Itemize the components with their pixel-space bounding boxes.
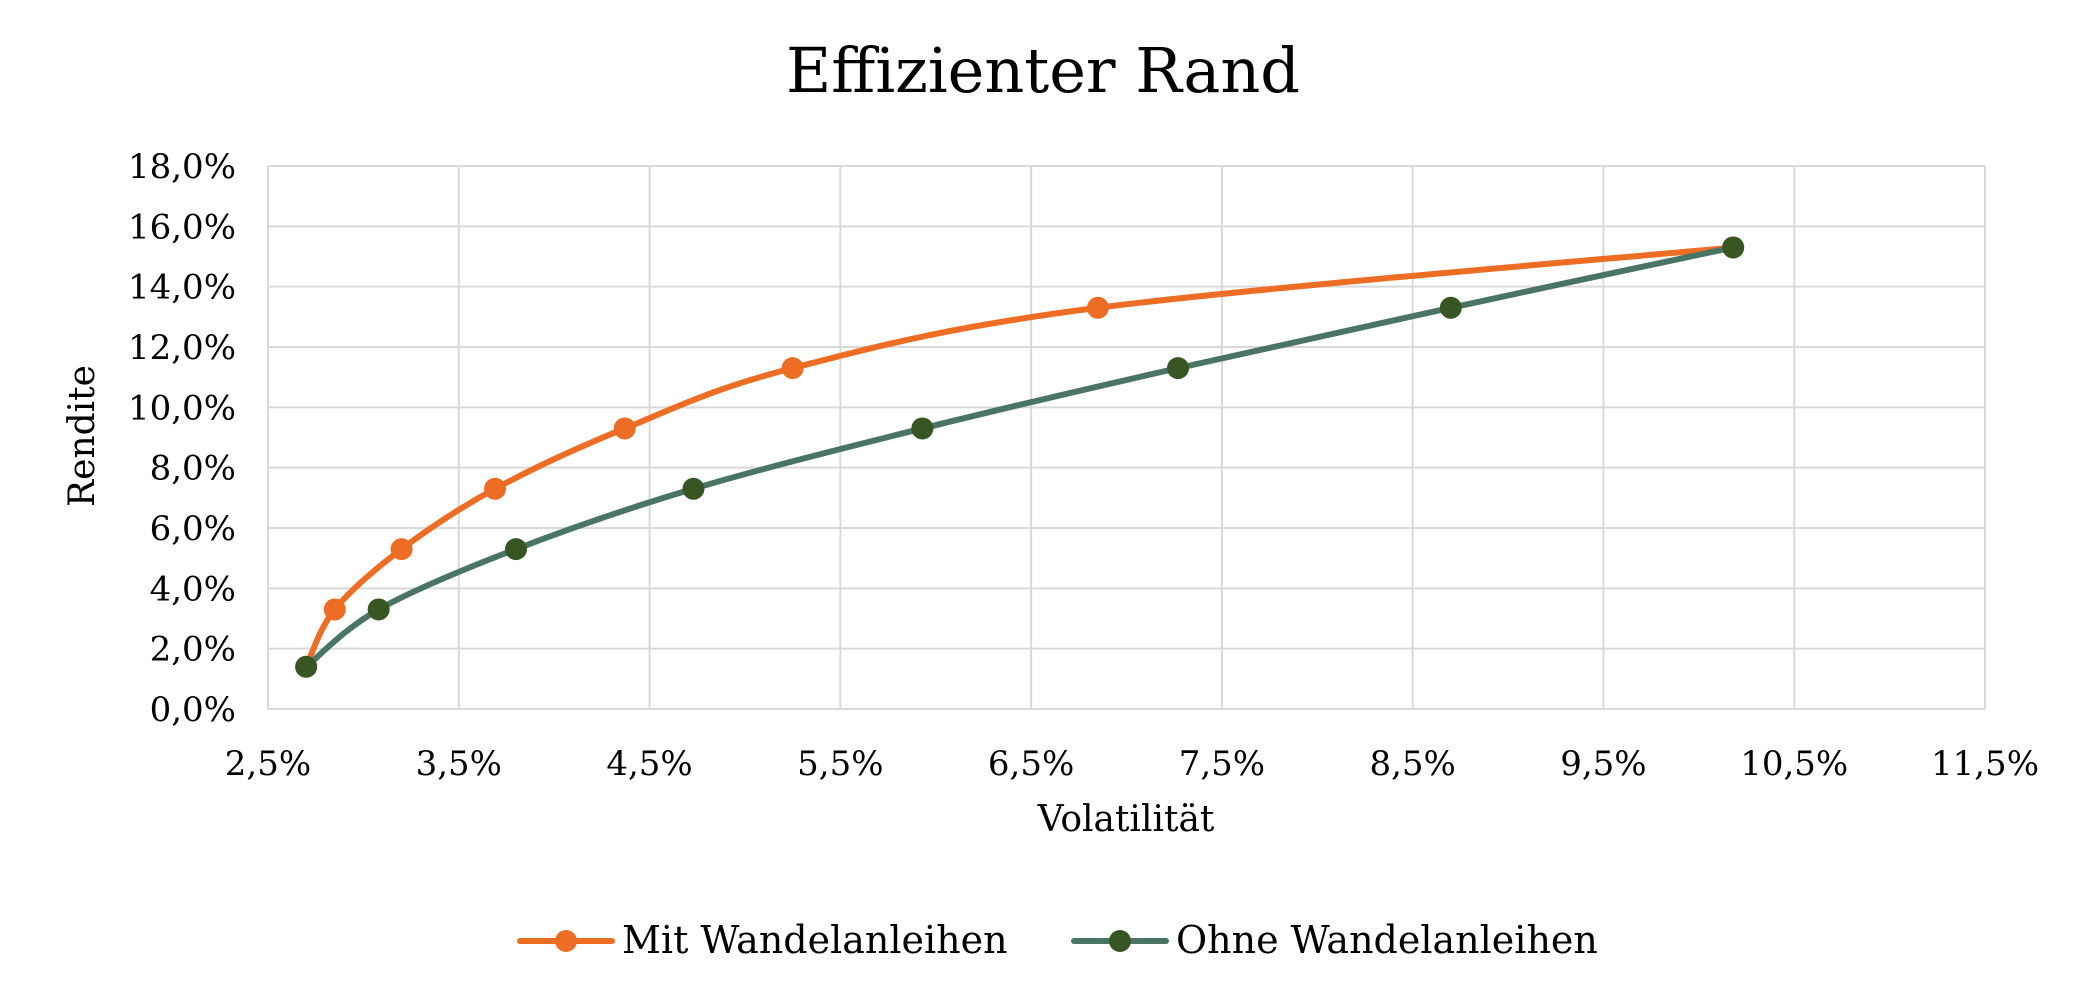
data-point-mit-wandelanleihen xyxy=(781,357,804,380)
x-tick-label: 9,5% xyxy=(1560,744,1646,784)
x-tick-label: 8,5% xyxy=(1369,744,1455,784)
x-axis-label: Volatilität xyxy=(1037,799,1215,840)
y-tick-label: 14,0% xyxy=(128,268,236,308)
data-point-ohne-wandelanleihen xyxy=(367,598,390,621)
grid-lines xyxy=(267,165,1986,710)
x-tick-label: 2,5% xyxy=(225,744,311,784)
y-tick-label: 2,0% xyxy=(150,630,236,670)
y-tick-label: 10,0% xyxy=(128,388,236,428)
y-axis-ticks: 0,0% 2,0% 4,0% 6,0% 8,0% 10,0% 12,0% 14,0% 16,0%… xyxy=(128,147,236,730)
y-tick-label: 12,0% xyxy=(128,328,236,368)
legend-item: Mit Wandelanleihen xyxy=(517,918,1008,962)
y-tick-label: 8,0% xyxy=(150,449,236,489)
x-axis-ticks: 2,5% 3,5% 4,5% 5,5% 6,5% 7,5% 8,5% 9,5% 10,5% 11,… xyxy=(225,744,2039,784)
legend: Mit Wandelanleihen Ohne Wandelanleihen xyxy=(517,918,1598,962)
legend-label: Ohne Wandelanleihen xyxy=(1176,918,1598,962)
x-tick-label: 10,5% xyxy=(1740,744,1848,784)
series-group xyxy=(295,236,1745,678)
y-axis-label: Rendite xyxy=(62,365,103,507)
y-tick-label: 0,0% xyxy=(150,690,236,730)
data-point-ohne-wandelanleihen xyxy=(1167,357,1190,380)
x-tick-label: 7,5% xyxy=(1179,744,1265,784)
x-tick-label: 4,5% xyxy=(606,744,692,784)
data-point-ohne-wandelanleihen xyxy=(1439,296,1462,319)
y-tick-label: 4,0% xyxy=(150,569,236,609)
legend-item: Ohne Wandelanleihen xyxy=(1071,918,1598,962)
data-point-mit-wandelanleihen xyxy=(390,538,413,561)
y-tick-label: 6,0% xyxy=(150,509,236,549)
data-point-ohne-wandelanleihen xyxy=(682,477,705,500)
chart-title: Effizienter Rand xyxy=(786,34,1300,107)
data-point-ohne-wandelanleihen xyxy=(911,417,934,440)
data-point-ohne-wandelanleihen xyxy=(505,538,528,561)
data-point-ohne-wandelanleihen xyxy=(295,655,318,678)
data-point-mit-wandelanleihen xyxy=(484,477,507,500)
series-line-mit-wandelanleihen xyxy=(303,244,1737,670)
x-tick-label: 6,5% xyxy=(988,744,1074,784)
data-point-mit-wandelanleihen xyxy=(1086,296,1109,319)
legend-marker-swatch xyxy=(555,930,577,952)
data-point-mit-wandelanleihen xyxy=(613,417,636,440)
data-point-mit-wandelanleihen xyxy=(323,598,346,621)
x-tick-label: 11,5% xyxy=(1931,744,2039,784)
x-tick-label: 5,5% xyxy=(797,744,883,784)
series-line-ohne-wandelanleihen xyxy=(303,244,1737,670)
data-point-ohne-wandelanleihen xyxy=(1722,236,1745,259)
x-tick-label: 3,5% xyxy=(416,744,502,784)
y-tick-label: 16,0% xyxy=(128,207,236,247)
legend-label: Mit Wandelanleihen xyxy=(622,918,1008,962)
legend-marker-swatch xyxy=(1109,930,1131,952)
y-tick-label: 18,0% xyxy=(128,147,236,187)
